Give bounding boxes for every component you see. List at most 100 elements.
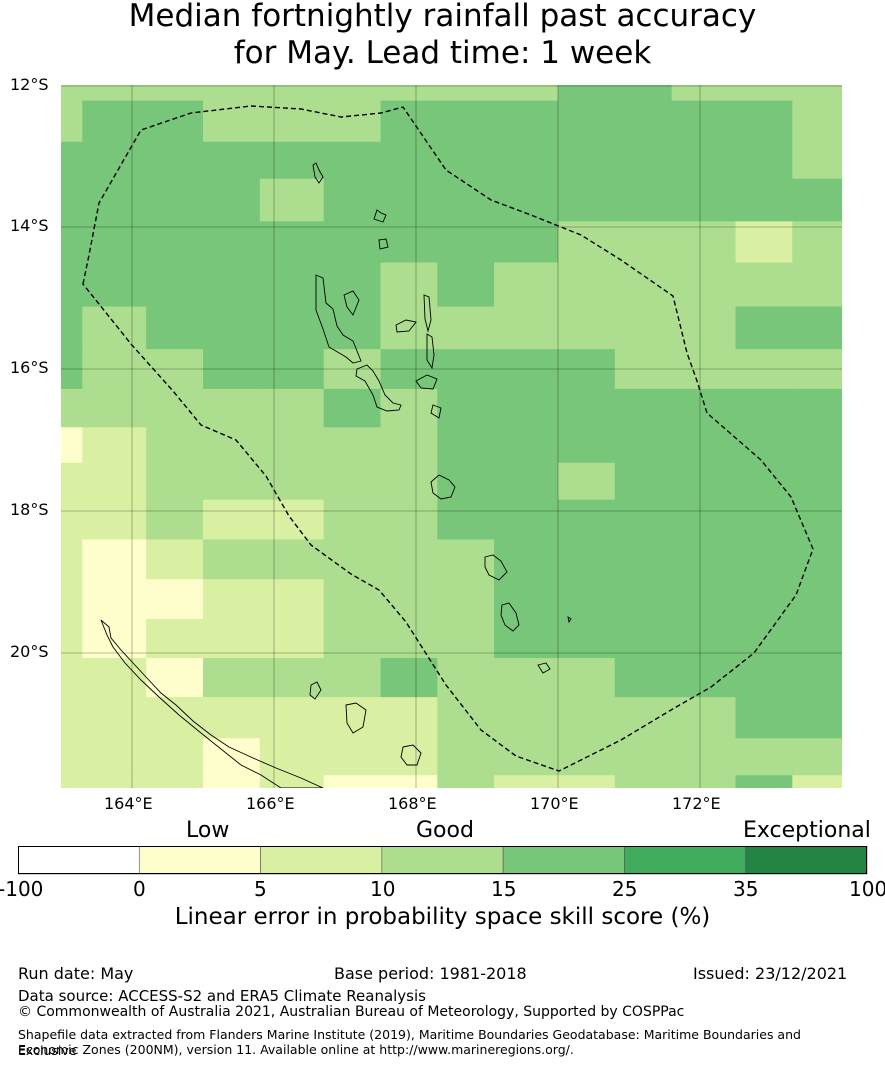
skill-cell (558, 100, 616, 143)
skill-cell (558, 388, 616, 428)
skill-cell (792, 658, 842, 698)
skill-cell (614, 427, 673, 464)
map-title-line-1: Median fortnightly rainfall past accurac… (128, 0, 757, 34)
skill-cell (494, 658, 559, 698)
skill-cell (146, 539, 204, 580)
lon-label-170e: 170°E (530, 794, 579, 813)
skill-cell (792, 775, 842, 788)
skill-cell (437, 306, 495, 350)
skill-cell (82, 539, 147, 580)
skill-cell (323, 100, 381, 143)
skill-cell (558, 499, 616, 540)
skill-cell (203, 388, 261, 428)
colorbar-category-good: Good (416, 818, 474, 843)
skill-cell (203, 100, 261, 143)
lon-label-168e: 168°E (388, 794, 437, 813)
colorbar-tick-15: 15 (491, 877, 517, 901)
skill-cell (203, 618, 261, 659)
skill-cell (146, 85, 204, 102)
colorbar-tick-100: 100 (849, 877, 885, 901)
skill-cell (614, 618, 673, 659)
skill-cell (437, 100, 495, 143)
coastlines (100, 162, 572, 788)
skill-cell (146, 141, 204, 180)
colorbar-tick-minus100: -100 (0, 877, 44, 901)
skill-cell (437, 388, 495, 428)
ambrym-island (415, 374, 438, 390)
skill-cell (735, 306, 793, 350)
skill-cell (494, 462, 559, 501)
lon-label-166e: 166°E (246, 794, 295, 813)
skill-cell (82, 658, 147, 698)
skill-cell (671, 388, 736, 428)
skill-cell (494, 262, 559, 308)
skill-cell (61, 775, 83, 788)
skill-cell (792, 697, 842, 739)
lat-label-18s: 18°S (10, 500, 49, 519)
skill-cell (380, 579, 438, 620)
skill-cell (494, 388, 559, 428)
skill-cell (437, 579, 495, 620)
malo-island (343, 290, 360, 316)
pentecost-island (426, 333, 435, 370)
skill-cell (61, 100, 83, 143)
malekula-island (355, 364, 402, 412)
skill-cell (82, 262, 147, 308)
skill-cell (437, 697, 495, 739)
rainfall-skill-map (61, 85, 842, 788)
skill-cell (671, 349, 736, 390)
torres-islets (373, 209, 387, 223)
skill-cell (203, 462, 261, 501)
skill-cell (82, 85, 147, 102)
skill-grid-cells (61, 85, 842, 788)
skill-cell (146, 775, 204, 788)
skill-cell (671, 221, 736, 264)
skill-cell (614, 388, 673, 428)
epi-island (430, 404, 442, 419)
skill-cell (61, 618, 83, 659)
skill-cell (614, 499, 673, 540)
skill-cell (146, 349, 204, 390)
skill-cell (203, 221, 261, 264)
skill-cell (146, 697, 204, 739)
skill-cell (735, 697, 793, 739)
skill-cell (558, 262, 616, 308)
skill-cell (380, 349, 438, 390)
skill-cell (437, 462, 495, 501)
colorbar-segment (381, 846, 504, 875)
skill-cell (558, 349, 616, 390)
skill-cell (494, 100, 559, 143)
skill-cell (558, 85, 616, 102)
skill-cell (146, 388, 204, 428)
new-caledonia (100, 619, 324, 788)
colorbar-segment (624, 846, 747, 875)
banks-islands (312, 162, 324, 184)
lat-label-14s: 14°S (10, 216, 49, 235)
skill-cell (614, 658, 673, 698)
skill-cell (671, 100, 736, 143)
skill-cell (380, 539, 438, 580)
skill-cell (558, 618, 616, 659)
skill-cell (671, 427, 736, 464)
skill-cell (82, 579, 147, 620)
skill-cell (323, 618, 381, 659)
skill-cell (494, 221, 559, 264)
skill-cell (792, 85, 842, 102)
graticule (61, 85, 842, 788)
skill-cell (437, 427, 495, 464)
ambae-island (395, 319, 417, 333)
skill-cell (671, 306, 736, 350)
skill-cell (323, 427, 381, 464)
skill-cell (61, 221, 83, 264)
skill-cell (494, 349, 559, 390)
skill-cell (380, 427, 438, 464)
skill-cell (494, 178, 559, 222)
skill-cell (614, 697, 673, 739)
skill-cell (437, 221, 495, 264)
skill-cell (82, 427, 147, 464)
skill-cell (61, 388, 83, 428)
skill-cell (735, 349, 793, 390)
skill-cell (792, 427, 842, 464)
skill-cell (735, 85, 793, 102)
santa-cruz-islet (378, 238, 389, 250)
